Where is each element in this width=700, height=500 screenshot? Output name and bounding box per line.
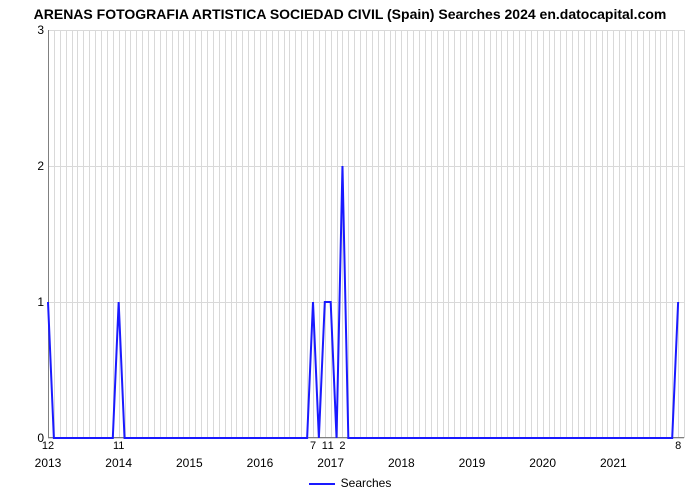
data-point-label: 2 xyxy=(339,440,345,452)
gridline-v xyxy=(684,30,685,438)
y-tick-label: 3 xyxy=(37,23,44,37)
y-tick-label: 2 xyxy=(37,159,44,173)
data-point-label: 1 xyxy=(328,440,334,452)
data-point-label: 7 xyxy=(310,440,316,452)
data-point-label: 11 xyxy=(113,440,124,452)
legend-swatch xyxy=(309,483,335,485)
x-tick-label: 2013 xyxy=(35,456,62,470)
legend-label: Searches xyxy=(341,476,392,490)
x-tick-label: 2015 xyxy=(176,456,203,470)
x-tick-label: 2016 xyxy=(247,456,274,470)
plot-area xyxy=(48,30,684,438)
x-tick-label: 2014 xyxy=(105,456,132,470)
chart-title: ARENAS FOTOGRAFIA ARTISTICA SOCIEDAD CIV… xyxy=(0,6,700,22)
y-tick-label: 1 xyxy=(37,295,44,309)
data-point-label: 8 xyxy=(675,440,681,452)
line-series xyxy=(48,30,684,438)
x-tick-label: 2017 xyxy=(317,456,344,470)
x-tick-label: 2021 xyxy=(600,456,627,470)
legend: Searches xyxy=(0,476,700,490)
x-tick-label: 2019 xyxy=(459,456,486,470)
x-tick-label: 2018 xyxy=(388,456,415,470)
x-tick-label: 2020 xyxy=(529,456,556,470)
data-point-label: 12 xyxy=(42,440,54,452)
